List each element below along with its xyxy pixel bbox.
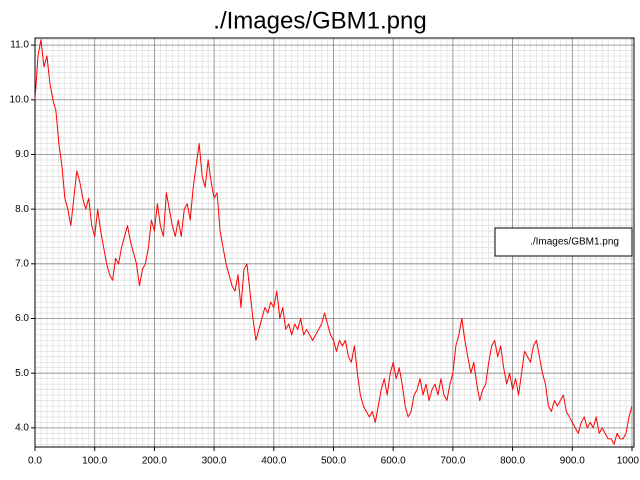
x-tick-label: 800.0 [500,456,525,467]
x-tick-label: 400.0 [261,456,286,467]
x-tick-label: 1000.0 [617,456,640,467]
x-tick-label: 900.0 [560,456,585,467]
y-tick-label: 6.0 [15,313,29,324]
legend-label: ./Images/GBM1.png [530,237,619,248]
plot-frame [34,37,635,448]
y-tick-label: 9.0 [15,149,29,160]
data-line [34,39,633,445]
y-tick-label: 10.0 [10,94,30,105]
x-tick-label: 500.0 [321,456,346,467]
chart-title: ./Images/GBM1.png [213,7,426,34]
y-tick-label: 4.0 [15,423,29,434]
y-tick-label: 5.0 [15,368,29,379]
y-tick-label: 8.0 [15,204,29,215]
y-tick-label: 7.0 [15,258,29,269]
legend-box [494,227,633,257]
x-tick-label: 0.0 [28,456,42,467]
legend: ./Images/GBM1.png [494,227,633,257]
x-tick-label: 100.0 [82,456,107,467]
x-tick-label: 200.0 [142,456,167,467]
x-tick-label: 700.0 [440,456,465,467]
x-tick-label: 600.0 [381,456,406,467]
y-tick-label: 11.0 [10,40,29,51]
x-tick-label: 300.0 [202,456,227,467]
